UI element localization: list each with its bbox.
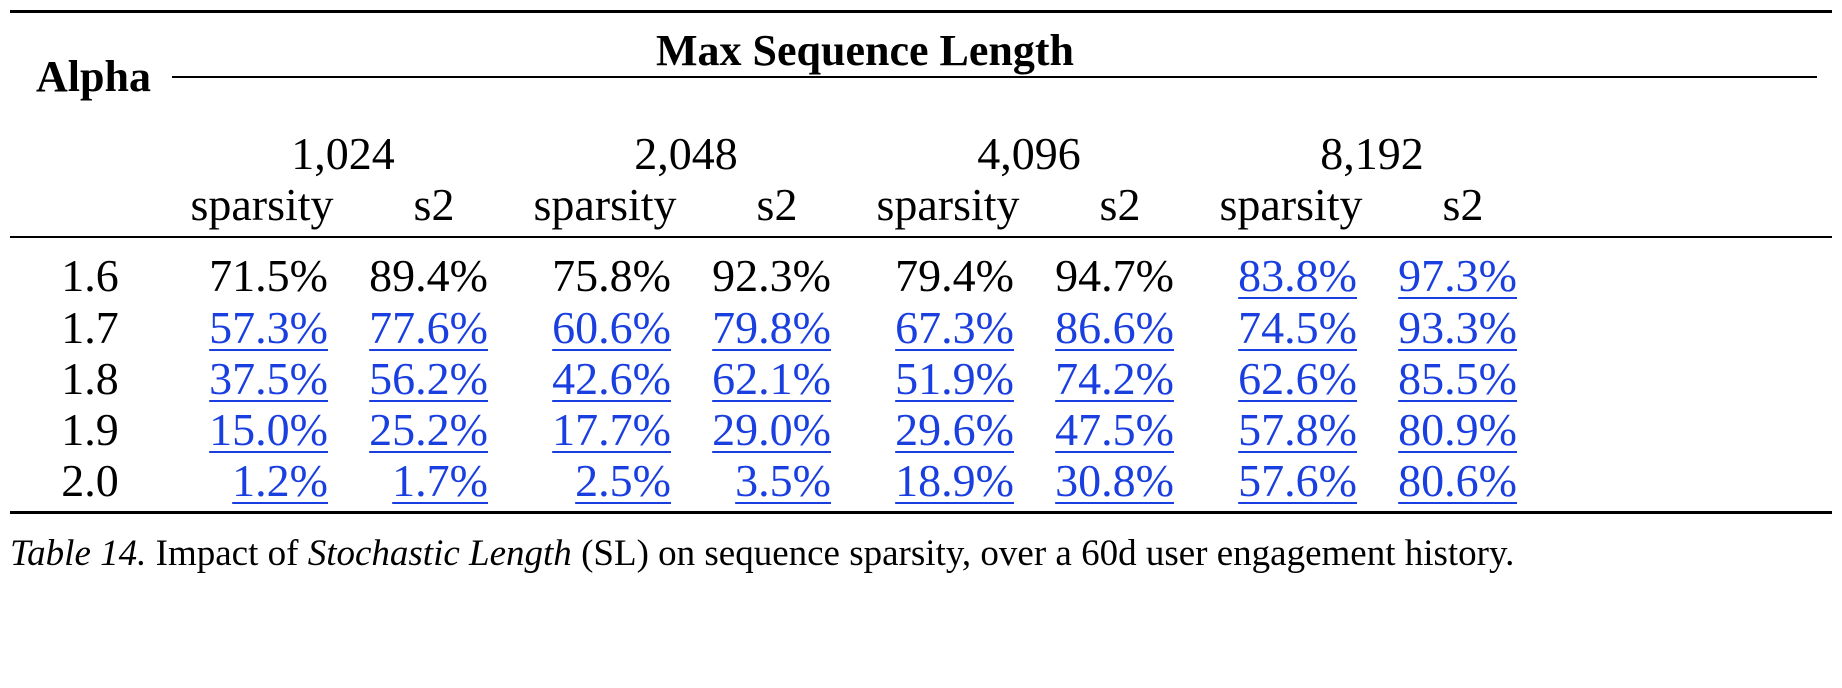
- bottom-rule: [10, 511, 1832, 514]
- sparsity-header: sparsity: [533, 179, 677, 230]
- group-header-rule: [172, 76, 1817, 78]
- header-bottom-rule: [10, 236, 1832, 238]
- sparsity-cell[interactable]: 17.7%: [552, 404, 671, 455]
- s2-cell[interactable]: 86.6%: [1055, 302, 1174, 353]
- sparsity-cell[interactable]: 15.0%: [209, 404, 328, 455]
- s2-cell[interactable]: 25.2%: [369, 404, 488, 455]
- s2-cell[interactable]: 85.5%: [1398, 353, 1517, 404]
- sparsity-cell[interactable]: 67.3%: [895, 302, 1014, 353]
- sparsity-cell[interactable]: 57.3%: [209, 302, 328, 353]
- alpha-value: 2.0: [61, 455, 119, 506]
- sparsity-header: sparsity: [1219, 179, 1363, 230]
- caption-text-before: Impact of: [146, 533, 308, 574]
- group-header: Max Sequence Length: [656, 26, 1074, 75]
- s2-cell: 92.3%: [712, 250, 831, 301]
- caption-label: Table 14.: [10, 533, 147, 574]
- alpha-value: 1.6: [61, 250, 119, 301]
- s2-cell[interactable]: 74.2%: [1055, 353, 1174, 404]
- s2-cell[interactable]: 56.2%: [369, 353, 488, 404]
- table-caption: Table 14. Impact of Stochastic Length (S…: [10, 535, 1514, 572]
- sparsity-cell[interactable]: 57.8%: [1238, 404, 1357, 455]
- s2-cell[interactable]: 80.6%: [1398, 455, 1517, 506]
- s2-cell[interactable]: 30.8%: [1055, 455, 1174, 506]
- length-header: 8,192: [1320, 128, 1424, 179]
- s2-cell[interactable]: 77.6%: [369, 302, 488, 353]
- s2-cell[interactable]: 80.9%: [1398, 404, 1517, 455]
- s2-cell[interactable]: 3.5%: [735, 455, 831, 506]
- sparsity-cell: 79.4%: [895, 250, 1014, 301]
- s2-header: s2: [1099, 179, 1141, 230]
- caption-text-after: (SL) on sequence sparsity, over a 60d us…: [571, 533, 1515, 574]
- sparsity-cell[interactable]: 83.8%: [1238, 250, 1357, 301]
- sparsity-cell[interactable]: 1.2%: [232, 455, 328, 506]
- row-header-alpha: Alpha: [36, 52, 151, 101]
- sparsity-cell[interactable]: 37.5%: [209, 353, 328, 404]
- sparsity-header: sparsity: [190, 179, 334, 230]
- caption-emphasis: Stochastic Length: [307, 533, 572, 574]
- s2-cell[interactable]: 97.3%: [1398, 250, 1517, 301]
- alpha-value: 1.7: [61, 302, 119, 353]
- sparsity-cell[interactable]: 42.6%: [552, 353, 671, 404]
- s2-cell: 94.7%: [1055, 250, 1174, 301]
- s2-cell[interactable]: 47.5%: [1055, 404, 1174, 455]
- sparsity-cell[interactable]: 29.6%: [895, 404, 1014, 455]
- alpha-value: 1.8: [61, 353, 119, 404]
- sparsity-cell[interactable]: 74.5%: [1238, 302, 1357, 353]
- sparsity-cell[interactable]: 57.6%: [1238, 455, 1357, 506]
- top-rule: [10, 10, 1832, 13]
- s2-cell[interactable]: 79.8%: [712, 302, 831, 353]
- length-header: 4,096: [977, 128, 1081, 179]
- s2-cell[interactable]: 1.7%: [392, 455, 488, 506]
- s2-header: s2: [1442, 179, 1484, 230]
- sparsity-header: sparsity: [876, 179, 1020, 230]
- s2-cell: 89.4%: [369, 250, 488, 301]
- length-header: 2,048: [634, 128, 738, 179]
- s2-cell[interactable]: 93.3%: [1398, 302, 1517, 353]
- sparsity-cell[interactable]: 18.9%: [895, 455, 1014, 506]
- sparsity-cell: 75.8%: [552, 250, 671, 301]
- s2-header: s2: [756, 179, 798, 230]
- sparsity-cell: 71.5%: [209, 250, 328, 301]
- length-header: 1,024: [291, 128, 395, 179]
- sparsity-cell[interactable]: 60.6%: [552, 302, 671, 353]
- s2-header: s2: [413, 179, 455, 230]
- sparsity-cell[interactable]: 62.6%: [1238, 353, 1357, 404]
- alpha-value: 1.9: [61, 404, 119, 455]
- s2-cell[interactable]: 62.1%: [712, 353, 831, 404]
- sparsity-cell[interactable]: 2.5%: [575, 455, 671, 506]
- sparsity-cell[interactable]: 51.9%: [895, 353, 1014, 404]
- s2-cell[interactable]: 29.0%: [712, 404, 831, 455]
